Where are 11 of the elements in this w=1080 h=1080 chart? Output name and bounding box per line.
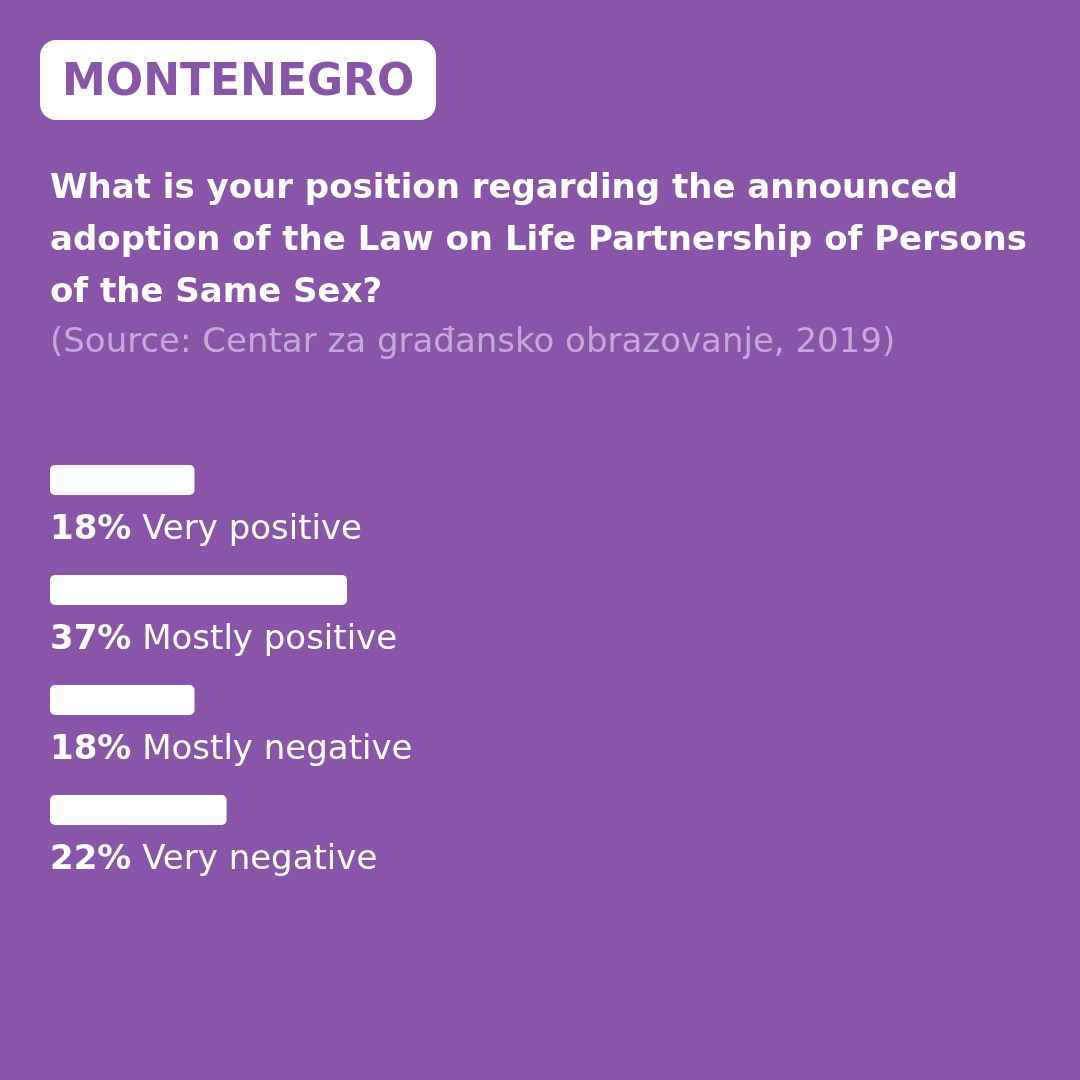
y-tick-label: Mostly negative bbox=[131, 727, 413, 767]
y-tick-label: Very positive bbox=[131, 507, 363, 547]
chart-subtitle: MONTENEGRO bbox=[40, 40, 437, 120]
data-label: 22% bbox=[50, 837, 132, 877]
y-tick-label: Mostly positive bbox=[131, 617, 398, 657]
data-label: 18% bbox=[50, 727, 132, 767]
y-tick-label: Very negative bbox=[131, 837, 378, 877]
data-label: 18% bbox=[50, 507, 132, 547]
data-label: 37% bbox=[50, 617, 132, 657]
text: What is your position regarding the announced adoption of the Law on Life Partnership of Persons of the Same Sex? bbox=[50, 165, 1028, 312]
text: (Source: Centar za građansko obrazovanje, 2019) bbox=[50, 319, 897, 362]
